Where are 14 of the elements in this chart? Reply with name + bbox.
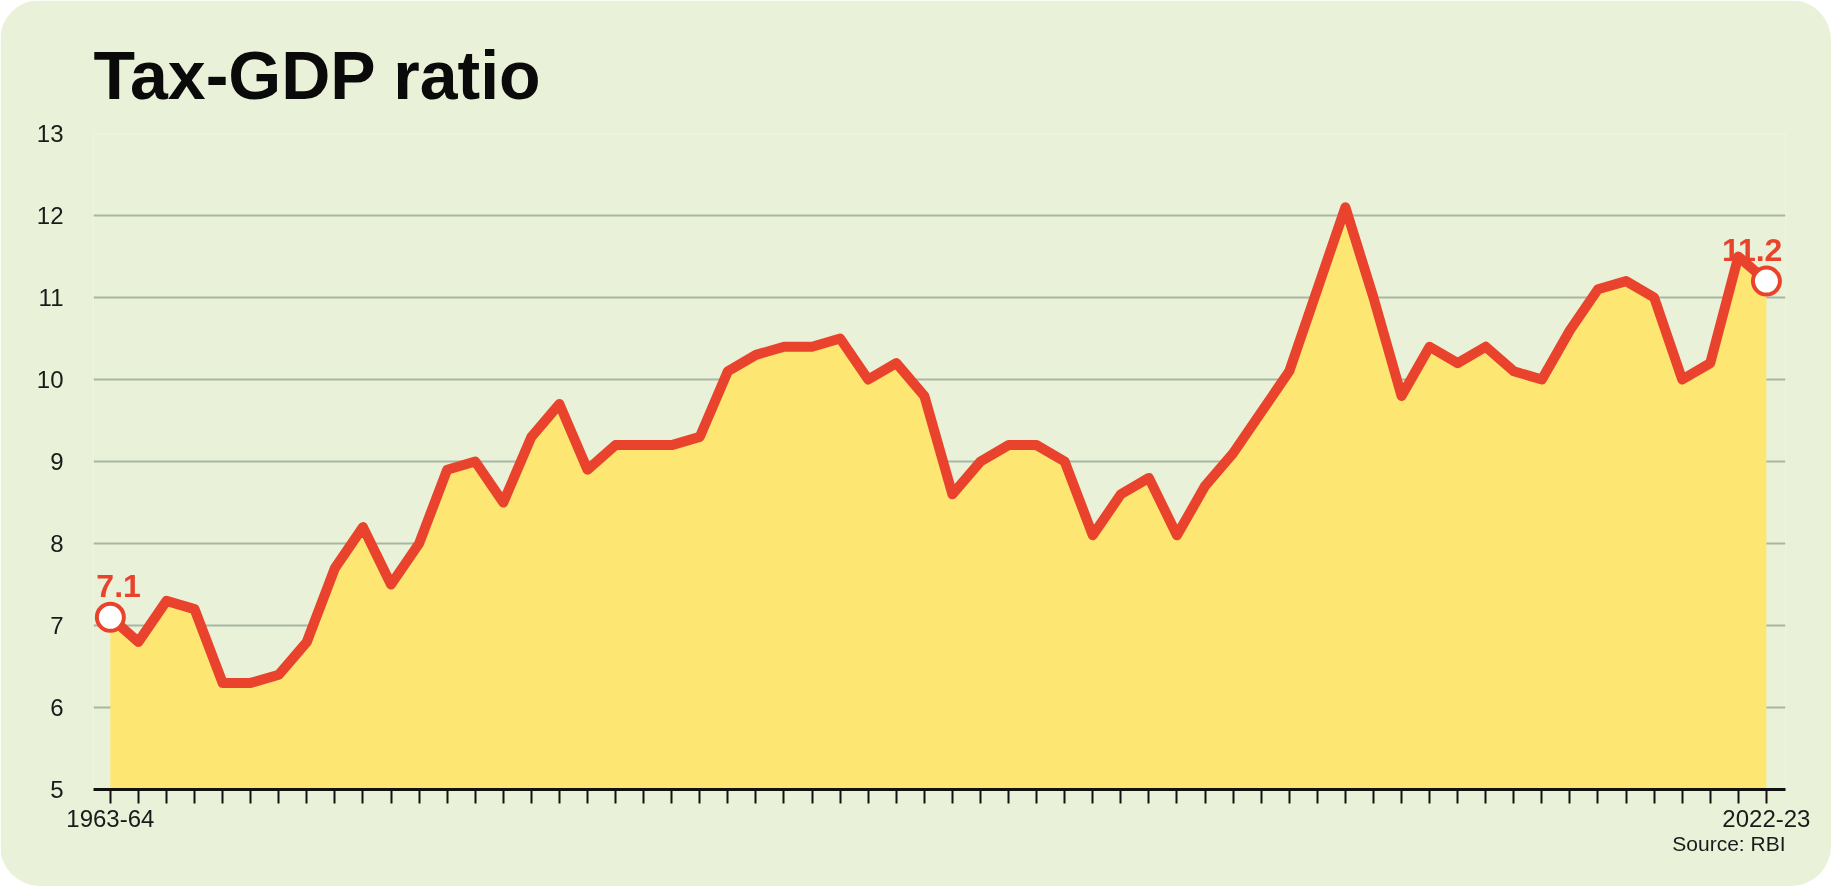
chart-title: Tax-GDP ratio [93, 36, 541, 113]
y-tick-label: 13 [36, 120, 64, 147]
y-tick-label: 7 [50, 612, 64, 639]
source-note: Source: RBI [1672, 831, 1786, 855]
y-tick-label: 12 [36, 202, 64, 229]
data-label: 7.1 [96, 568, 141, 605]
y-tick-label: 6 [50, 694, 64, 721]
y-tick-label: 5 [50, 776, 64, 803]
y-tick-label: 8 [50, 530, 64, 557]
y-tick-label: 11 [38, 284, 64, 311]
x-tick-label: 1963-64 [66, 804, 155, 832]
x-tick-label: 2022-23 [1722, 804, 1811, 832]
y-tick-label: 9 [50, 448, 64, 475]
y-tick-label: 10 [36, 366, 64, 393]
